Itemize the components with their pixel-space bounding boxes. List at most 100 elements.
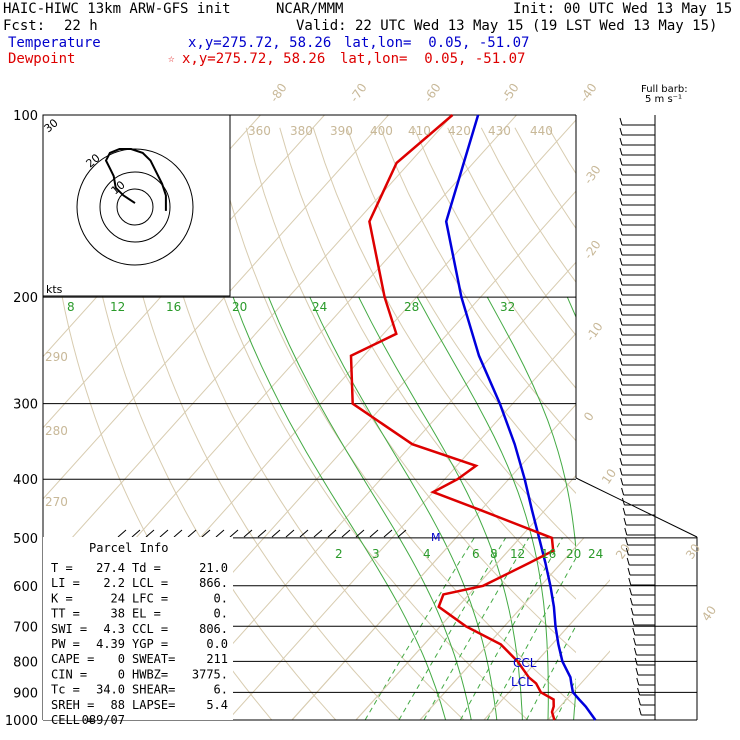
pressure-tick-label: 800 [13,655,38,670]
temperature-profile [444,114,597,721]
dry-adiabat-line [346,127,576,494]
wind-barb-feather [629,587,633,596]
level-hatch [229,529,239,538]
dry-adiabat-line [413,127,576,389]
wind-barb-feather [619,187,623,196]
dry-adiabat-line [717,128,740,733]
dry-adiabat-line [683,128,740,733]
wind-barb-feather [620,477,624,486]
level-hatch [383,529,393,538]
isotherm-line [547,688,576,720]
wind-barb-feather [619,207,623,216]
mixing-ratio-line [486,556,576,720]
dry-adiabat-line [178,127,529,720]
wind-barb-feather [619,407,623,416]
isotherm-line-lower [547,537,610,720]
parcel-value: 0.0 [206,637,228,651]
wind-barb-feather [623,517,627,526]
wind-barb-feather [627,567,631,576]
isotherm-line-lower [291,537,457,720]
mixing-ratio-line [423,537,530,720]
pressure-tick-label: 700 [13,620,38,635]
parcel-value: 2.2 [103,576,125,590]
parcel-value: SWI = [51,622,87,636]
wind-barb-feather [619,277,623,286]
isotherm-label: -70 [347,81,370,105]
parcel-value: 3775. [192,667,228,681]
wind-barb-feather [636,677,640,686]
dew-legend-latlon: lat,lon= 0.05, -51.07 [340,51,526,67]
wind-barbs [619,115,656,720]
parcel-value: CCL = [132,622,168,636]
parcel-value: CIN = [51,667,87,681]
wind-barb-feather [619,297,623,306]
wind-barb-feather [621,487,625,496]
level-hatch [313,529,323,538]
wind-barb-feather [629,597,633,606]
wind-barb-feather [619,327,623,336]
isotherm-line-lower [483,537,610,720]
wind-barb-feather [632,627,636,636]
header-fcst-value: 22 h [64,18,98,34]
wind-barb-feather [621,497,625,506]
parcel-value: 88 [111,698,125,712]
dry-adiabat-line [279,127,576,600]
wind-barb-feather [619,307,623,316]
wind-barb-feather [625,547,629,556]
isotherm-line [43,115,453,571]
dry-adiabat-line [649,128,740,733]
header-org: NCAR/MMM [276,1,344,17]
theta-label: 270 [45,495,68,509]
theta-label: 420 [448,124,471,138]
parcel-value: LFC = [132,591,168,605]
isotherm-line [43,115,389,500]
header-model: HAIC-HIWC 13km ARW-GFS init [3,1,231,17]
level-hatch [327,529,337,538]
level-hatch [257,529,267,538]
parcel-value: PW = [51,637,80,651]
temp-legend-xy: x,y=275.72, 58.26 [188,35,332,51]
parcel-value: 806. [199,622,228,636]
wind-barb-feather [619,347,623,356]
wind-barb-feather [619,167,623,176]
pressure-tick-label: 1000 [5,714,38,729]
mixing-ratio-label: 3 [372,547,380,561]
parcel-value: EL = [132,607,161,621]
level-hatch [187,529,197,538]
mixing-ratio-label: 6 [472,547,480,561]
wind-barb-feather [619,127,623,136]
hodo-units: kts [46,283,63,296]
wind-barb-feather [619,217,623,226]
mixing-ratio-label: 16 [541,547,556,561]
wind-barb-feather [619,257,623,266]
level-hatch [299,529,309,538]
temp-legend-label: Temperature [8,35,101,51]
wind-barb-feather [635,667,639,676]
wind-barb-feather [619,357,623,366]
wind-barb-feather [619,367,623,376]
wind-barb-feather [628,577,632,586]
parcel-value: 0 [118,652,125,666]
parcel-value: Td = [132,561,161,575]
dry-adiabat-line [548,127,576,175]
wind-barb-feather [633,637,637,646]
wind-barb-feather [638,707,642,716]
level-hatch [369,529,379,538]
theta-label: 430 [488,124,511,138]
pressure-tick-label: 300 [13,398,38,413]
wind-barb-feather [637,687,641,696]
theta-label: 360 [248,124,271,138]
level-hatch [145,529,155,538]
wind-barb-feather [619,137,623,146]
isotherm-label: -50 [499,81,522,105]
parcel-value: CAPE = [51,652,94,666]
isotherm-label: 0 [581,409,597,423]
dry-adiabat-line [144,127,465,720]
level-hatch [131,529,141,538]
header-valid: Valid: 22 UTC Wed 13 May 15 (19 LST Wed … [296,18,718,34]
wind-barb-feather [619,247,623,256]
wind-barb-feather [626,557,630,566]
wind-barb-feather [619,417,623,426]
mixing-ratio-label: 8 [490,547,498,561]
